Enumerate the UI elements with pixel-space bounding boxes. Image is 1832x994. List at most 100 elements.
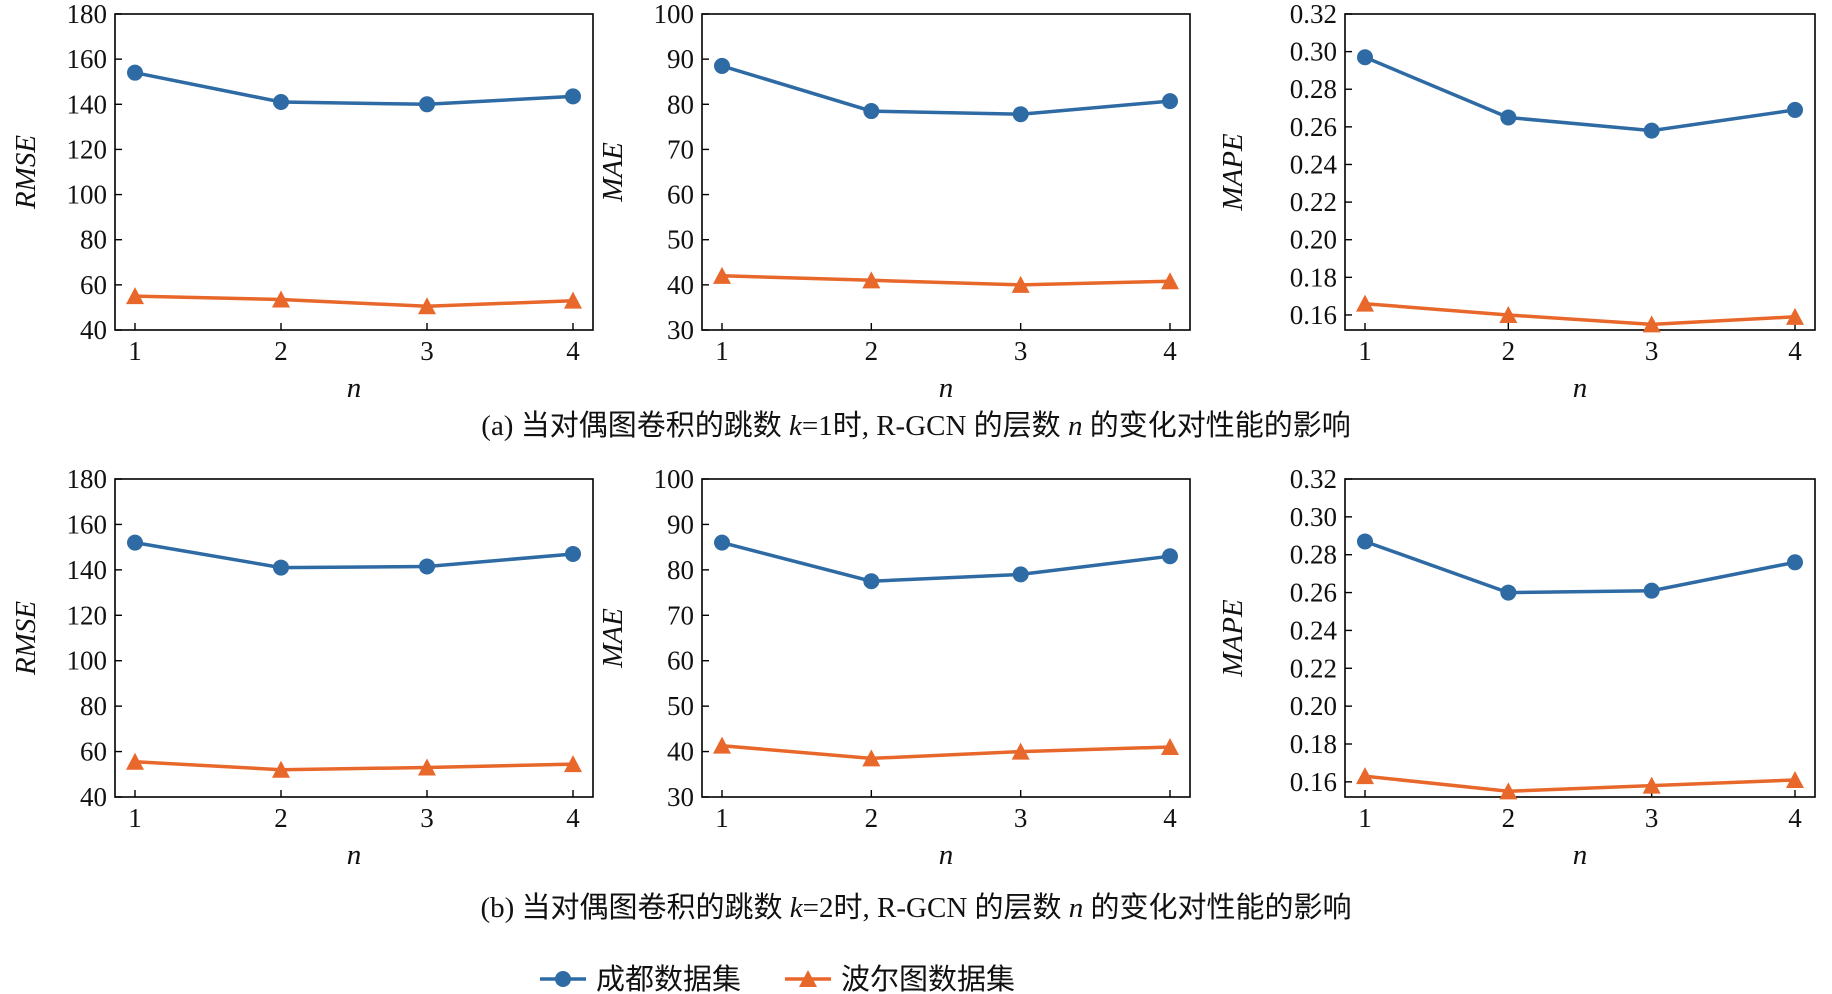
y-tick-label: 100 (67, 180, 108, 210)
data-point-triangle (272, 290, 290, 308)
x-tick-label: 2 (274, 803, 288, 833)
y-tick-label: 60 (667, 180, 694, 210)
y-tick-label: 80 (80, 691, 107, 721)
data-point-triangle (1011, 275, 1030, 293)
chart-panel-a-mae: 30 40 50 60 70 80 90 100 1 2 3 4 n MAE (597, 0, 1191, 404)
caption-b: (b) 当对偶图卷积的跳数 k=2时, R-GCN 的层数 n 的变化对性能的影… (480, 891, 1351, 924)
y-tick-label: 40 (80, 315, 107, 345)
y-tick-label: 50 (667, 691, 694, 721)
y-tick-label: 0.30 (1290, 37, 1337, 67)
x-tick-label: 3 (1645, 336, 1659, 366)
y-tick-label: 50 (667, 225, 694, 255)
chart-panel-b-rmse: 40 60 80 100 120 140 160 180 1 2 3 4 n RMSE (10, 464, 594, 871)
y-tick-label: 160 (67, 509, 108, 539)
series-line-porto (721, 274, 1171, 287)
plot-frame (701, 478, 1191, 798)
x-tick-label: 4 (1163, 336, 1177, 366)
data-point-circle (273, 559, 289, 576)
y-tick-label: 160 (67, 44, 108, 74)
y-tick-label: 0.18 (1290, 729, 1337, 759)
y-tick-label: 40 (667, 270, 694, 300)
legend-label-porto: 波尔图数据集 (841, 963, 1015, 994)
y-tick-label: 100 (67, 646, 108, 676)
data-point-circle (1012, 566, 1029, 583)
series-line-chengdu (134, 70, 574, 107)
x-tick-label: 2 (865, 336, 879, 366)
data-point-triangle (418, 297, 436, 315)
y-axis-title: RMSE (10, 135, 42, 210)
x-axis-title: n (347, 372, 362, 404)
y-tick-label: 0.32 (1290, 0, 1337, 29)
data-point-circle (714, 534, 730, 551)
data-point-circle (127, 64, 143, 81)
legend-item-porto: 波尔图数据集 (785, 963, 1015, 994)
data-point-circle (419, 558, 435, 575)
data-point-triangle (126, 287, 144, 305)
data-point-triangle (564, 291, 582, 309)
y-tick-label: 0.24 (1290, 149, 1338, 179)
x-tick-label: 4 (1788, 803, 1802, 833)
plot-frame (114, 13, 594, 331)
x-tick-label: 2 (1502, 336, 1516, 366)
x-tick-label: 4 (566, 803, 580, 833)
data-point-circle (863, 103, 880, 120)
data-point-triangle (1499, 782, 1518, 800)
data-point-triangle (1786, 770, 1804, 788)
data-point-circle (1787, 554, 1803, 571)
y-tick-label: 80 (667, 555, 694, 585)
plot-frame (701, 13, 1191, 331)
chart-panel-a-mape: 0.16 0.18 0.20 0.22 0.24 0.26 0.28 0.30 0.32 1 2 3 4… (1217, 0, 1816, 404)
y-tick-label: 180 (67, 0, 108, 29)
plot-frame (1344, 13, 1816, 331)
data-point-triangle (862, 271, 881, 289)
y-axis-title: MAPE (1217, 599, 1249, 678)
data-point-triangle (564, 755, 582, 773)
chart-panel-a-rmse: 40 60 80 100 120 140 160 180 1 2 3 4 n RMSE (10, 0, 594, 404)
y-tick-label: 0.24 (1290, 615, 1338, 645)
series-line-porto (134, 760, 574, 772)
y-axis-title: MAE (597, 142, 629, 203)
data-point-triangle (862, 749, 881, 767)
series-line-porto (721, 743, 1171, 761)
legend-marker-triangle-icon (799, 970, 817, 987)
series-line-chengdu (721, 64, 1171, 116)
y-tick-label: 0.26 (1290, 112, 1337, 142)
x-tick-label: 4 (1788, 336, 1802, 366)
y-tick-label: 90 (667, 44, 694, 74)
y-tick-label: 140 (67, 89, 108, 119)
x-axis-title: n (347, 839, 362, 871)
x-tick-label: 1 (715, 336, 729, 366)
x-tick-label: 3 (1645, 803, 1659, 833)
y-tick-label: 0.32 (1290, 464, 1337, 494)
y-tick-label: 0.26 (1290, 578, 1337, 608)
legend-marker-circle-icon (555, 971, 571, 987)
chart-panel-b-mae: 30 40 50 60 70 80 90 100 1 2 3 4 n MAE (597, 464, 1191, 871)
y-tick-label: 30 (667, 782, 694, 812)
y-tick-label: 100 (654, 464, 695, 494)
y-tick-label: 60 (80, 737, 107, 767)
data-point-triangle (1161, 272, 1179, 290)
data-point-triangle (1011, 742, 1030, 760)
x-tick-label: 2 (865, 803, 879, 833)
data-point-circle (1162, 93, 1178, 110)
x-tick-label: 1 (715, 803, 729, 833)
series-line-porto (134, 294, 574, 309)
y-tick-label: 140 (67, 555, 108, 585)
y-tick-label: 70 (667, 600, 694, 630)
series-line-chengdu (721, 540, 1171, 583)
y-tick-label: 0.28 (1290, 540, 1337, 570)
y-tick-label: 0.20 (1290, 691, 1337, 721)
x-tick-label: 2 (1502, 803, 1516, 833)
y-tick-label: 120 (67, 134, 108, 164)
y-tick-label: 60 (80, 270, 107, 300)
data-point-circle (1643, 122, 1660, 139)
y-axis-title: MAPE (1217, 133, 1249, 212)
y-tick-label: 180 (67, 464, 108, 494)
series-line-porto (1364, 774, 1796, 794)
data-point-triangle (1642, 315, 1661, 333)
data-point-circle (1643, 582, 1660, 599)
x-tick-label: 1 (1358, 803, 1372, 833)
x-tick-label: 2 (274, 336, 288, 366)
data-point-triangle (1356, 294, 1374, 312)
